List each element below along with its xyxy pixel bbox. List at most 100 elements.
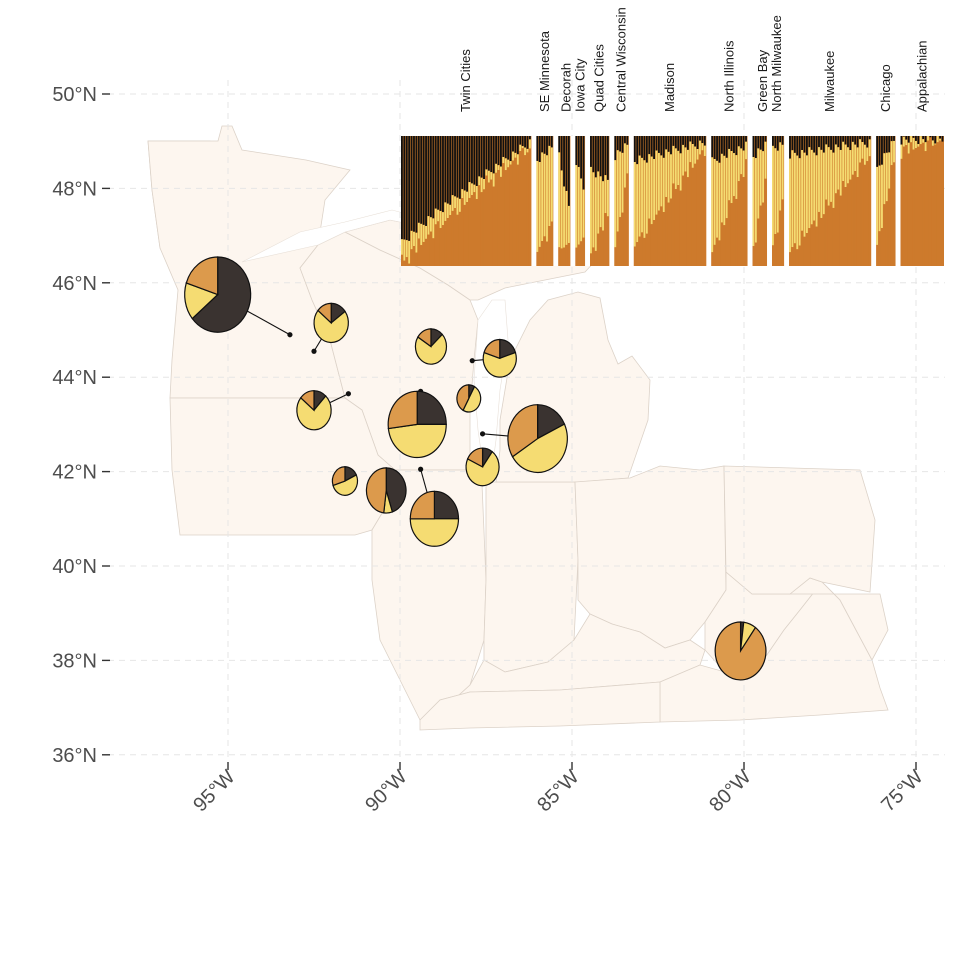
admixture-bar-cluster-3 <box>888 189 890 266</box>
admixture-bar-cluster-3 <box>517 165 519 266</box>
admixture-bar-cluster-2 <box>464 190 466 204</box>
admixture-bar-cluster-3 <box>687 177 689 266</box>
admixture-bar-cluster-2 <box>745 142 747 160</box>
admixture-bar-cluster-1 <box>536 136 538 161</box>
admixture-bar-cluster-3 <box>546 242 548 266</box>
admixture-bar-cluster-1 <box>818 136 820 147</box>
admixture-bar-cluster-1 <box>420 136 422 224</box>
admixture-bar-cluster-3 <box>728 200 730 266</box>
admixture-bar-cluster-2 <box>922 139 924 143</box>
admixture-bar-cluster-3 <box>469 198 471 266</box>
admixture-bar-cluster-1 <box>544 136 546 154</box>
admixture-bar-cluster-1 <box>546 136 548 155</box>
admixture-bar-cluster-1 <box>590 136 592 167</box>
admixture-bar-cluster-2 <box>651 157 653 225</box>
admixture-bar-cluster-2 <box>670 154 672 198</box>
admixture-bar-cluster-1 <box>483 136 485 179</box>
admixture-group <box>401 136 531 266</box>
admixture-group <box>876 136 895 266</box>
admixture-bar-cluster-1 <box>772 136 774 146</box>
admixture-bar-cluster-2 <box>704 146 706 156</box>
admixture-bar-cluster-2 <box>893 141 895 162</box>
admixture-bar-cluster-2 <box>859 139 861 162</box>
admixture-bar-cluster-2 <box>735 155 737 199</box>
admixture-bar-cluster-1 <box>811 136 813 150</box>
admixture-bar-cluster-2 <box>626 145 628 174</box>
admixture-bar-cluster-3 <box>723 225 725 266</box>
admixture-bar-cluster-2 <box>498 165 500 170</box>
admixture-bar-cluster-1 <box>466 136 468 192</box>
admixture-bar-cluster-2 <box>639 156 641 237</box>
admixture-bar-cluster-3 <box>913 150 915 266</box>
admixture-bar-cluster-1 <box>806 136 808 155</box>
admixture-bar-cluster-1 <box>413 136 415 232</box>
admixture-bar-cluster-1 <box>622 136 624 153</box>
admixture-bar-cluster-1 <box>459 136 461 199</box>
admixture-bar-cluster-1 <box>794 136 796 153</box>
admixture-bar-cluster-1 <box>687 136 689 150</box>
admixture-bar-cluster-3 <box>447 218 449 266</box>
admixture-group-label: Madison <box>662 63 677 112</box>
admixture-bar-cluster-2 <box>432 218 434 238</box>
admixture-bar-cluster-1 <box>481 136 483 178</box>
admixture-bar-cluster-1 <box>782 136 784 145</box>
admixture-bar-cluster-1 <box>605 136 607 175</box>
admixture-bar-cluster-1 <box>663 136 665 158</box>
site-pie <box>332 467 357 496</box>
admixture-bar-cluster-3 <box>670 199 672 266</box>
site-marker <box>287 332 292 337</box>
admixture-bar-cluster-2 <box>796 156 798 250</box>
admixture-bar-cluster-2 <box>636 164 638 242</box>
admixture-bar-cluster-1 <box>519 136 521 145</box>
admixture-bar-cluster-3 <box>823 214 825 266</box>
admixture-bar-cluster-1 <box>922 136 924 139</box>
admixture-bar-cluster-2 <box>644 160 646 238</box>
admixture-bar-cluster-2 <box>891 141 893 165</box>
admixture-group-label: Iowa City <box>572 58 587 112</box>
admixture-bar-cluster-1 <box>423 136 425 225</box>
admixture-bar-cluster-3 <box>711 252 713 266</box>
admixture-bar-cluster-2 <box>459 199 461 212</box>
admixture-bar-cluster-2 <box>656 151 658 215</box>
admixture-bar-cluster-3 <box>432 238 434 266</box>
admixture-bar-cluster-1 <box>580 136 582 178</box>
admixture-bar-cluster-2 <box>619 152 621 218</box>
admixture-bar-cluster-1 <box>592 136 594 172</box>
admixture-bar-cluster-2 <box>454 196 456 208</box>
admixture-bar-cluster-2 <box>418 223 420 239</box>
admixture-bar-cluster-3 <box>600 227 602 266</box>
admixture-bar-cluster-1 <box>522 136 524 146</box>
admixture-bar-cluster-1 <box>442 136 444 212</box>
admixture-bar-cluster-3 <box>922 143 924 266</box>
admixture-group <box>558 136 570 266</box>
admixture-bar-cluster-3 <box>677 185 679 266</box>
admixture-bar-cluster-2 <box>519 145 521 151</box>
admixture-bar-cluster-1 <box>551 136 553 147</box>
admixture-bar-cluster-1 <box>801 136 803 150</box>
admixture-bar-cluster-3 <box>816 227 818 266</box>
admixture-bar-cluster-2 <box>818 147 820 212</box>
admixture-bar-cluster-1 <box>721 136 723 154</box>
admixture-bar-cluster-3 <box>639 237 641 266</box>
admixture-bar-cluster-2 <box>605 175 607 213</box>
admixture-bar-cluster-3 <box>646 234 648 266</box>
admixture-bar-cluster-2 <box>423 225 425 242</box>
admixture-bar-cluster-1 <box>830 136 832 150</box>
admixture-bar-cluster-1 <box>548 136 550 146</box>
site-marker <box>470 358 475 363</box>
admixture-bar-cluster-2 <box>466 192 468 202</box>
admixture-group <box>711 136 747 266</box>
admixture-bar-cluster-3 <box>840 196 842 266</box>
admixture-bar-cluster-2 <box>697 149 699 160</box>
admixture-bar-cluster-2 <box>507 160 509 168</box>
admixture-bar-cluster-3 <box>464 205 466 266</box>
admixture-bar-cluster-3 <box>731 203 733 266</box>
admixture-bar-cluster-3 <box>440 228 442 266</box>
admixture-bar-cluster-1 <box>735 136 737 155</box>
admixture-bar-cluster-3 <box>415 253 417 266</box>
admixture-bar-cluster-1 <box>677 136 679 151</box>
admixture-bar-cluster-3 <box>558 247 560 266</box>
admixture-bar-cluster-3 <box>828 206 830 266</box>
admixture-bar-cluster-2 <box>512 152 514 161</box>
admixture-bar-cluster-1 <box>719 136 721 163</box>
